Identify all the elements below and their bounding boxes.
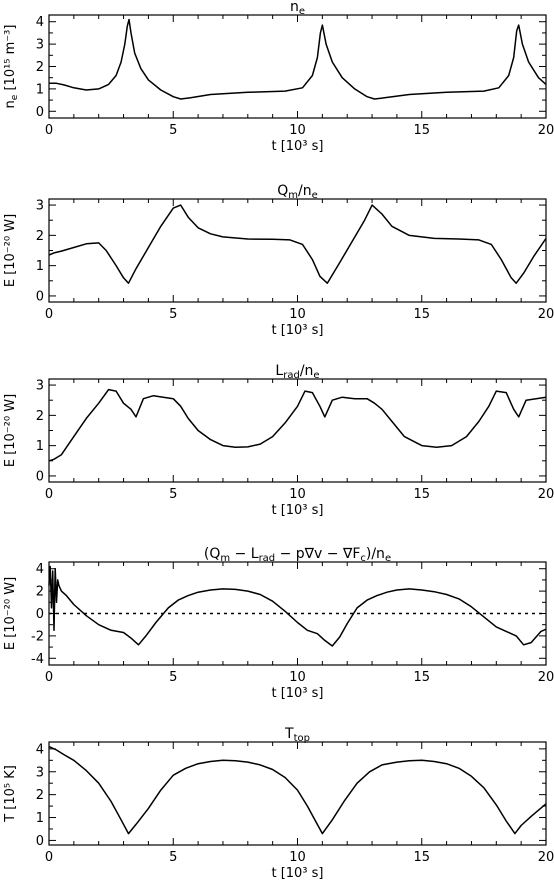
x-axis-label: t [10³ s] bbox=[271, 323, 323, 338]
chart-title: Lrad/ne bbox=[275, 363, 319, 381]
chart-title: ne bbox=[290, 0, 305, 17]
y-tick-label: 3 bbox=[36, 379, 44, 394]
y-tick-label: 1 bbox=[36, 811, 44, 826]
x-tick-label: 0 bbox=[45, 670, 53, 685]
x-tick-label: 5 bbox=[169, 670, 177, 685]
plot-frame bbox=[48, 14, 547, 119]
y-axis-label: E [10⁻²⁰ W] bbox=[3, 577, 18, 650]
data-series-line bbox=[48, 204, 547, 284]
chart-panel-2: Qm/ne 0 5 10 15 20 0 1 2 3 t [10³ s] E [10⁻²⁰ W] bbox=[3, 183, 554, 338]
y-tick-label: 2 bbox=[36, 60, 44, 75]
x-tick-label: 10 bbox=[289, 487, 306, 502]
plot-frame bbox=[48, 198, 547, 303]
chart-panel-5: Ttop 0 5 10 15 20 0 1 2 3 4 t [10³ s] T [10⁵ K] bbox=[3, 726, 554, 881]
x-tick-label: 15 bbox=[413, 670, 430, 685]
y-tick-label: 1 bbox=[36, 82, 44, 97]
y-tick-label: -4 bbox=[31, 652, 44, 667]
y-tick-label: 1 bbox=[36, 439, 44, 454]
x-tick-label: 0 bbox=[45, 123, 53, 138]
x-axis-label: t [10³ s] bbox=[271, 686, 323, 701]
y-tick-label: 2 bbox=[36, 229, 44, 244]
chart-title: Ttop bbox=[284, 726, 310, 744]
y-axis-label: E [10⁻²⁰ W] bbox=[3, 394, 18, 467]
y-tick-label: 2 bbox=[36, 788, 44, 803]
x-tick-label: 5 bbox=[169, 487, 177, 502]
x-tick-label: 20 bbox=[538, 670, 554, 685]
x-tick-label: 0 bbox=[45, 487, 53, 502]
y-tick-label: 4 bbox=[36, 15, 44, 30]
x-tick-label: 0 bbox=[45, 850, 53, 865]
chart-panel-4: (Qm − Lrad − p∇v − ∇Fc)/ne 0 5 10 15 20 -4 -2 0 2… bbox=[3, 546, 554, 701]
x-tick-label: 5 bbox=[169, 850, 177, 865]
y-tick-label: 3 bbox=[36, 765, 44, 780]
x-tick-label: 10 bbox=[289, 307, 306, 322]
chart-title: Qm/ne bbox=[277, 183, 318, 201]
x-tick-label: 0 bbox=[45, 307, 53, 322]
y-tick-label: 2 bbox=[36, 585, 44, 600]
y-tick-label: 1 bbox=[36, 259, 44, 274]
x-tick-label: 20 bbox=[538, 307, 554, 322]
y-tick-label: 4 bbox=[36, 562, 44, 577]
y-tick-label: 2 bbox=[36, 409, 44, 424]
y-tick-label: 0 bbox=[36, 469, 44, 484]
x-tick-label: 10 bbox=[289, 123, 306, 138]
y-axis-label: ne [10¹⁵ m⁻³] bbox=[3, 25, 20, 109]
data-series-line bbox=[48, 388, 547, 462]
chart-panel-3: Lrad/ne 0 5 10 15 20 0 1 2 3 t [10³ s] E [10⁻²⁰ W] bbox=[3, 363, 554, 518]
y-tick-label: 3 bbox=[36, 199, 44, 214]
data-series-line bbox=[48, 745, 547, 835]
x-tick-label: 20 bbox=[538, 850, 554, 865]
y-tick-label: 0 bbox=[36, 105, 44, 120]
x-tick-label: 10 bbox=[289, 850, 306, 865]
x-tick-label: 20 bbox=[538, 123, 554, 138]
x-axis-label: t [10³ s] bbox=[271, 139, 323, 154]
x-axis-label: t [10³ s] bbox=[271, 503, 323, 518]
y-tick-label: 0 bbox=[36, 289, 44, 304]
plot-frame bbox=[48, 741, 547, 846]
x-tick-label: 15 bbox=[413, 123, 430, 138]
y-tick-label: 3 bbox=[36, 38, 44, 53]
y-tick-label: 0 bbox=[36, 834, 44, 849]
y-tick-label: 0 bbox=[36, 607, 44, 622]
data-series-line bbox=[49, 18, 547, 100]
y-tick-label: 4 bbox=[36, 742, 44, 757]
x-tick-label: 15 bbox=[413, 850, 430, 865]
x-tick-label: 5 bbox=[169, 307, 177, 322]
x-tick-label: 5 bbox=[169, 123, 177, 138]
x-tick-label: 15 bbox=[413, 487, 430, 502]
y-axis-label: E [10⁻²⁰ W] bbox=[3, 214, 18, 287]
chart-title: (Qm − Lrad − p∇v − ∇Fc)/ne bbox=[204, 546, 391, 564]
y-tick-label: -2 bbox=[31, 629, 44, 644]
x-tick-label: 20 bbox=[538, 487, 554, 502]
x-axis-label: t [10³ s] bbox=[271, 866, 323, 881]
x-tick-label: 10 bbox=[289, 670, 306, 685]
chart-panel-1: ne 0 5 10 15 20 0 1 2 3 4 t [10³ s] ne [10¹⁵ m⁻³] bbox=[3, 0, 554, 154]
x-tick-label: 15 bbox=[413, 307, 430, 322]
data-series-line bbox=[48, 565, 547, 647]
y-axis-label: T [10⁵ K] bbox=[3, 765, 18, 823]
